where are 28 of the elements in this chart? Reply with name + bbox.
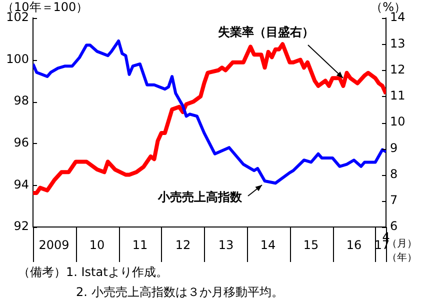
y2-tick-label: 11 — [390, 88, 406, 102]
y2-tick-label: 8 — [390, 166, 398, 181]
text: （備考）1. Istatより作成。 — [18, 264, 169, 281]
y-tick-label: 96 — [14, 136, 29, 150]
y2-tick-label: 9 — [390, 140, 398, 155]
x-tick-label: 11 — [132, 238, 148, 252]
text: 2. 小売売上高指数は３か月移動平均。 — [75, 284, 284, 301]
y-tick-label: 92 — [14, 219, 29, 234]
y2-tick-label: 14 — [390, 10, 406, 24]
x-tick-label: 13 — [218, 238, 234, 252]
x-tick-label: 14 — [260, 238, 276, 252]
x-tick-label: 12 — [175, 238, 191, 252]
y-tick-label: 100 — [6, 52, 29, 66]
text: （年） — [387, 252, 417, 264]
y2-tick-label: 12 — [390, 62, 406, 76]
y-tick-label: 98 — [14, 94, 29, 108]
y2-tick-label: 13 — [390, 36, 406, 50]
series-label: 失業率（目盛右） — [218, 25, 314, 40]
y2-tick-label: 7 — [390, 193, 398, 207]
x-tick-label: 2009 — [38, 238, 70, 252]
y2-tick-label: 6 — [390, 219, 398, 234]
y2-tick-label: 10 — [390, 114, 406, 129]
y-tick-label: 94 — [14, 177, 29, 192]
series-label: 小売売上高指数 — [157, 190, 243, 204]
x-tick-label: 16 — [346, 238, 362, 252]
x-tick-label: 15 — [303, 238, 319, 252]
y-tick-label: 102 — [6, 10, 29, 24]
x-tick-label: 10 — [89, 238, 105, 252]
